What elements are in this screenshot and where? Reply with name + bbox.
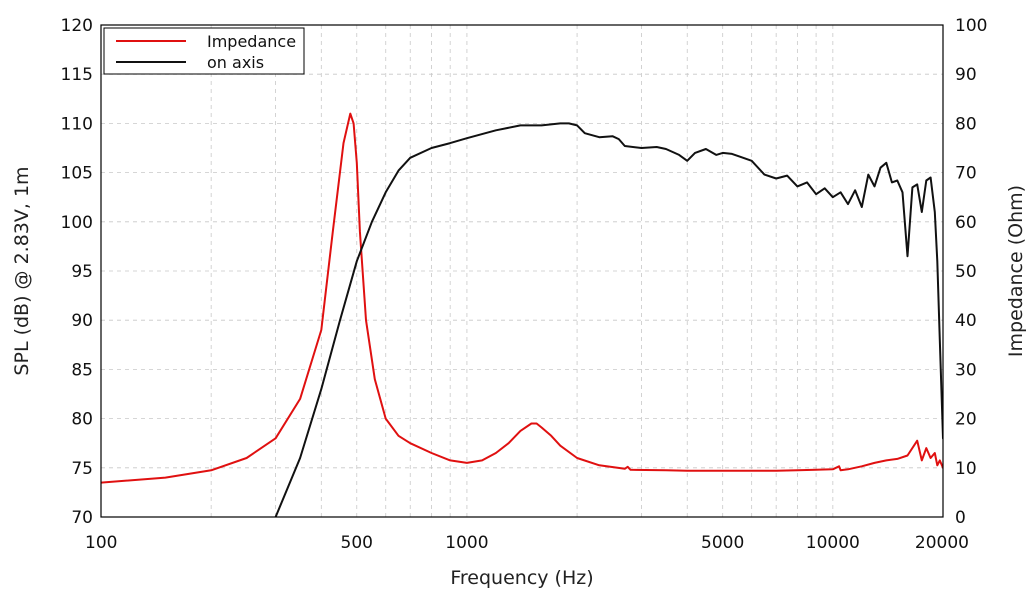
- legend: Impedance on axis: [103, 27, 305, 75]
- x-axis-title: Frequency (Hz): [450, 567, 593, 589]
- y2-tick-label: 20: [955, 410, 977, 430]
- y-axis-title: SPL (dB) @ 2.83V, 1m: [11, 166, 33, 375]
- y-tick-label: 70: [71, 508, 93, 528]
- x-tick-label: 1000: [445, 533, 488, 553]
- y-tick-label: 120: [61, 16, 93, 36]
- y2-axis-title: Impedance (Ohm): [1005, 185, 1027, 357]
- x-tick-label: 20000: [915, 533, 969, 553]
- y2-tick-label: 40: [955, 311, 977, 331]
- y-tick-label: 90: [71, 311, 93, 331]
- y-tick-label: 105: [61, 164, 93, 184]
- y2-tick-label: 10: [955, 459, 977, 479]
- legend-label-impedance: Impedance: [207, 32, 296, 51]
- y2-tick-label: 70: [955, 164, 977, 184]
- y2-tick-label: 60: [955, 213, 977, 233]
- plot-frame: [100, 24, 944, 518]
- legend-box: [103, 27, 305, 75]
- y-tick-label: 80: [71, 410, 93, 430]
- x-tick-label: 10000: [806, 533, 860, 553]
- y-tick-label: 110: [61, 114, 93, 134]
- y-tick-label: 100: [61, 213, 93, 233]
- legend-label-on-axis: on axis: [207, 53, 264, 72]
- x-tick-label: 500: [341, 533, 373, 553]
- grid-lines: [101, 25, 943, 517]
- y2-tick-label: 50: [955, 262, 977, 282]
- x-tick-label: 100: [85, 533, 117, 553]
- y-tick-label: 85: [71, 360, 93, 380]
- x-tick-label: 5000: [701, 533, 744, 553]
- series-line-impedance: [101, 112, 943, 484]
- y-tick-label: 115: [61, 65, 93, 85]
- y2-tick-label: 100: [955, 16, 987, 36]
- plot-area: [101, 112, 943, 517]
- y-tick-label: 95: [71, 262, 93, 282]
- y2-tick-label: 0: [955, 508, 966, 528]
- series-line-on-axis: [274, 122, 943, 517]
- y2-tick-label: 30: [955, 360, 977, 380]
- axis-ticks: 100 500 1000 5000 10000 200007075808590951001…: [61, 16, 988, 553]
- y2-tick-label: 80: [955, 114, 977, 134]
- y-tick-label: 75: [71, 459, 93, 479]
- y2-tick-label: 90: [955, 65, 977, 85]
